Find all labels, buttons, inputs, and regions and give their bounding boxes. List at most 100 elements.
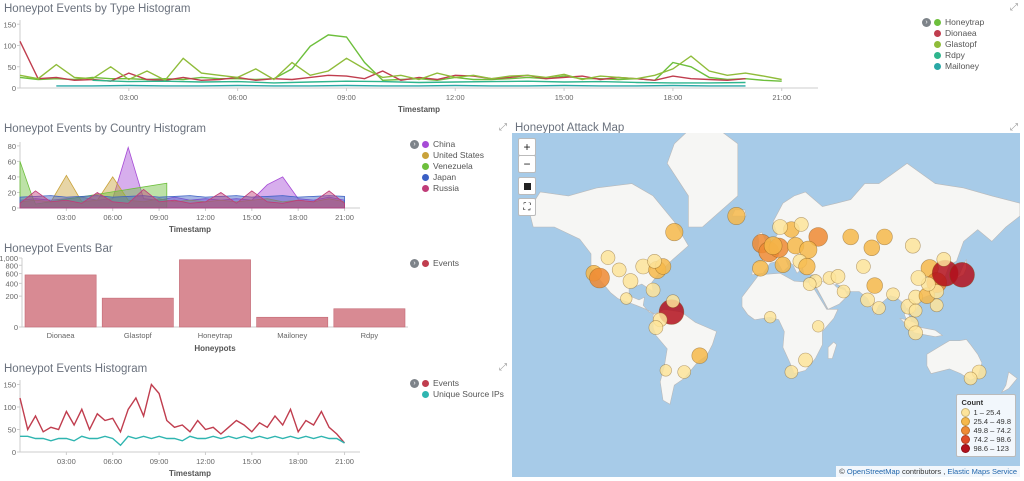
land-australia <box>926 339 983 381</box>
x-tick-label: 03:00 <box>119 93 138 102</box>
legend-item[interactable]: United States <box>410 150 484 161</box>
x-tick-label: 12:00 <box>196 457 215 466</box>
x-tick-label: 18:00 <box>664 93 683 102</box>
y-tick-label: 50 <box>8 426 16 435</box>
attack-bubble <box>808 227 828 247</box>
legend-label: Mailoney <box>945 61 980 71</box>
attack-bubble <box>860 292 875 308</box>
x-tick-label: 09:00 <box>150 457 169 466</box>
y-tick-label: 50 <box>8 63 16 72</box>
legend-item[interactable]: Dionaea <box>922 28 984 39</box>
legend-item[interactable]: › China <box>410 139 484 150</box>
legend-label: Venezuela <box>433 161 473 171</box>
map-legend-swatch <box>961 408 971 417</box>
bar-dionaea <box>24 274 97 328</box>
line-series-glastopf <box>19 55 782 82</box>
map-legend-label: 98.6 – 123 <box>973 444 1009 453</box>
attack-bubble <box>872 301 886 315</box>
line-series-events <box>19 383 346 444</box>
attack-bubble <box>622 273 639 289</box>
world-map[interactable] <box>512 133 1020 477</box>
expand-icon[interactable]: ⤢ <box>1010 122 1018 133</box>
attack-bubble <box>691 347 708 364</box>
type-histogram-chart: 0 50 100 150 03:00 06:00 09:00 12:00 15:00 18:00 2… <box>3 20 818 114</box>
panel-title: Honeypot Events by Type Histogram <box>4 3 191 15</box>
legend-label: China <box>433 139 456 149</box>
attack-bubble <box>886 287 900 302</box>
y-tick-label: 0 <box>12 448 16 457</box>
legend-item[interactable]: Rdpy <box>922 50 984 61</box>
legend-color-dot <box>422 185 429 192</box>
legend-item[interactable]: › Honeytrap <box>922 17 984 28</box>
panel-title: Honeypot Events Bar <box>4 243 113 255</box>
events-bar-panel: Honeypot Events Bar 0 200 400 600 800 1,000 Di… <box>0 240 508 358</box>
x-axis-title: Honeypots <box>194 344 236 353</box>
map-legend-item: 98.6 – 123 <box>961 444 1011 453</box>
expand-icon[interactable]: ⤢ <box>1010 2 1018 13</box>
osm-link[interactable]: OpenStreetMap <box>846 467 900 476</box>
legend-label: Rdpy <box>945 50 965 60</box>
attack-bubble <box>802 277 817 291</box>
legend-toggle-icon[interactable]: › <box>410 259 419 268</box>
x-axis-title: Timestamp <box>169 225 211 234</box>
legend-color-dot <box>422 260 429 267</box>
bar-legend: › Events <box>410 258 459 269</box>
attack-bubble <box>793 217 809 232</box>
map-legend-label: 49.8 – 74.2 <box>973 426 1011 435</box>
attack-bubble <box>798 257 816 276</box>
attack-bubble <box>949 262 975 288</box>
country-histogram-chart: 0 20 40 60 80 03:00 06:00 09:00 12:00 15:00 18:00 2… <box>8 142 360 234</box>
attack-map[interactable]: + − ⛶ Count 1 – 25.4 25.4 – 49.8 49.8 – 74… <box>512 133 1020 477</box>
legend-item[interactable]: Russia <box>410 183 484 194</box>
panel-title: Honeypot Events by Country Histogram <box>4 123 206 135</box>
legend-item[interactable]: Unique Source IPs <box>410 389 504 400</box>
map-legend: Count 1 – 25.4 25.4 – 49.8 49.8 – 74.2 74.2… <box>956 394 1016 457</box>
legend-item[interactable]: Japan <box>410 172 484 183</box>
y-tick-label: 60 <box>8 157 16 166</box>
land-south-america <box>652 308 717 405</box>
x-tick-label: 12:00 <box>196 213 215 222</box>
attack-bubble <box>764 311 777 324</box>
legend-label: United States <box>433 150 485 160</box>
expand-icon[interactable]: ⤢ <box>499 122 507 133</box>
attack-bubble <box>620 292 633 305</box>
legend-toggle-icon[interactable]: › <box>922 18 931 27</box>
draw-rectangle-button[interactable] <box>518 177 536 195</box>
legend-color-dot <box>934 52 941 59</box>
map-legend-title: Count <box>961 398 984 407</box>
legend-item[interactable]: › Events <box>410 378 504 389</box>
expand-icon[interactable]: ⤢ <box>499 362 507 373</box>
map-title: Honeypot Attack Map <box>515 122 625 134</box>
legend-label: Glastopf <box>945 39 977 49</box>
y-tick-label: 1,000 <box>0 254 18 263</box>
attack-bubble <box>908 303 923 318</box>
x-tick-label: 18:00 <box>289 457 308 466</box>
x-tick-label: 06:00 <box>103 213 122 222</box>
zoom-out-button[interactable]: − <box>518 155 536 173</box>
attribution-prefix: © <box>839 467 847 476</box>
legend-label: Dionaea <box>945 28 977 38</box>
line-series-dionaea <box>19 40 746 82</box>
legend-item[interactable]: › Events <box>410 258 459 269</box>
x-tick-label: 12:00 <box>446 93 465 102</box>
legend-item[interactable]: Glastopf <box>922 39 984 50</box>
x-tick-label: 15:00 <box>242 457 261 466</box>
category-label: Honeytrap <box>198 331 233 340</box>
zoom-in-button[interactable]: + <box>518 138 536 156</box>
map-legend-label: 74.2 – 98.6 <box>973 435 1011 444</box>
legend-item[interactable]: Mailoney <box>922 61 984 72</box>
attack-bubble <box>611 262 627 278</box>
x-tick-label: 15:00 <box>242 213 261 222</box>
fit-bounds-button[interactable]: ⛶ <box>518 198 536 216</box>
legend-toggle-icon[interactable]: › <box>410 379 419 388</box>
map-legend-swatch <box>961 444 971 453</box>
x-tick-label: 21:00 <box>335 457 354 466</box>
x-tick-label: 03:00 <box>57 457 76 466</box>
legend-toggle-icon[interactable]: › <box>410 140 419 149</box>
attack-bubble <box>798 352 813 368</box>
category-label: Mailoney <box>277 331 307 340</box>
legend-item[interactable]: Venezuela <box>410 161 484 172</box>
type-legend: › Honeytrap Dionaea Glastopf Rdpy Mailoney <box>922 17 984 72</box>
x-tick-label: 09:00 <box>337 93 356 102</box>
ems-link[interactable]: Elastic Maps Service <box>947 467 1017 476</box>
